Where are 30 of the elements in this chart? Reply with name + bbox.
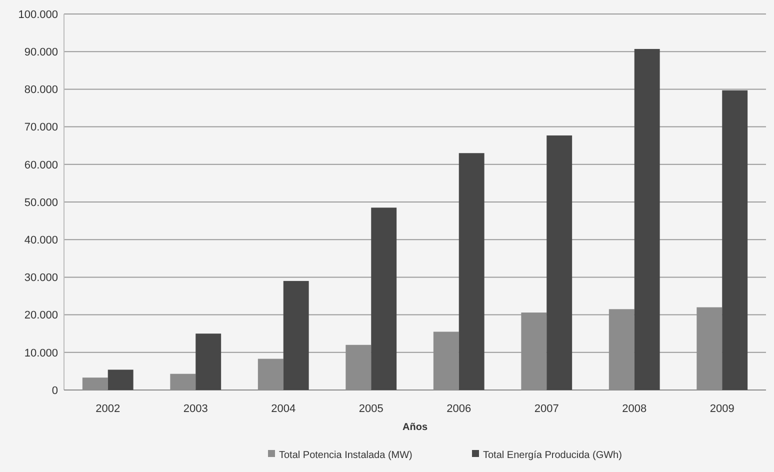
legend-label: Total Energía Producida (GWh): [483, 450, 622, 461]
x-tick-label: 2009: [710, 403, 734, 415]
y-tick-label: 30.000: [24, 272, 58, 284]
bar: [283, 280, 309, 390]
bar: [458, 153, 484, 390]
bar: [546, 135, 572, 390]
y-tick-label: 100.000: [18, 8, 58, 21]
x-axis-title: Años: [402, 422, 428, 433]
legend-label: Total Potencia Instalada (MW): [279, 450, 412, 461]
bar: [108, 370, 134, 390]
y-tick-label: 10.000: [24, 347, 58, 360]
y-tick-label: 40.000: [24, 234, 58, 246]
y-tick-label: 60.000: [24, 159, 58, 172]
x-tick-label: 2005: [358, 403, 384, 415]
x-tick-label: 2007: [534, 403, 559, 415]
x-tick-label: 2002: [96, 403, 120, 415]
bar: [722, 90, 748, 390]
x-tick-label: 2004: [271, 403, 296, 415]
y-tick-label: 20.000: [24, 310, 58, 322]
y-tick-label: 70.000: [24, 122, 58, 134]
y-tick-label: 80.000: [24, 84, 58, 96]
bar: [371, 208, 397, 390]
y-tick-label: 50.000: [24, 196, 58, 209]
x-tick-label: 2006: [446, 403, 472, 415]
x-tick-label: 2008: [622, 403, 647, 415]
bar: [196, 334, 222, 390]
y-tick-label: 0: [52, 384, 58, 397]
y-tick-label: 90.000: [24, 46, 58, 58]
x-tick-label: 2003: [183, 403, 208, 415]
bar: [634, 48, 660, 390]
